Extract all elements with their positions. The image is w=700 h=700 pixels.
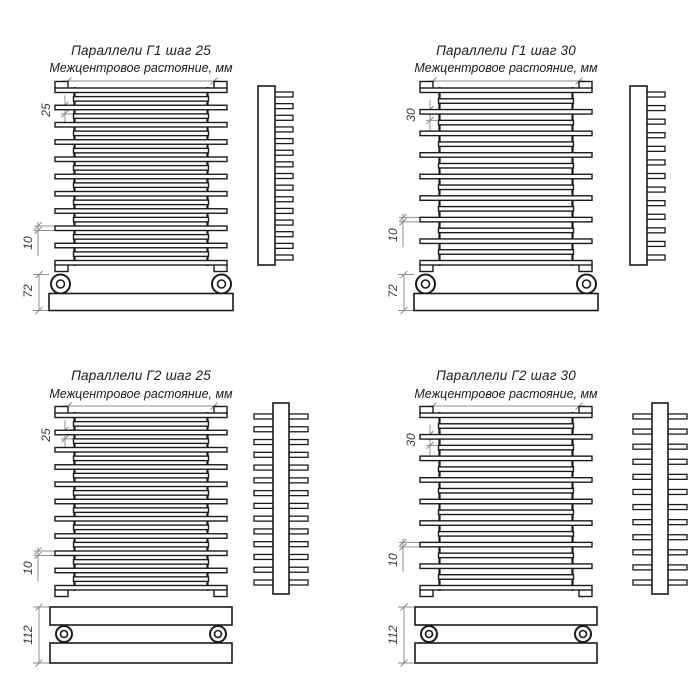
dim-label-pitch: 30 <box>404 433 418 447</box>
side-view <box>632 402 688 595</box>
front-view <box>54 80 228 273</box>
base-view <box>414 606 598 664</box>
side-view <box>629 85 666 266</box>
front-view <box>419 80 593 273</box>
dim-label-base: 72 <box>21 284 35 298</box>
base-view <box>48 273 234 312</box>
dim-label-tube: 10 <box>21 561 35 575</box>
diagram-title: Параллели Г1 шаг 30 <box>436 43 576 58</box>
dim-label-pitch: 25 <box>39 103 53 117</box>
dim-label-tube: 10 <box>386 553 400 567</box>
diagram-title: Параллели Г2 шаг 30 <box>436 368 576 383</box>
side-view <box>257 85 294 266</box>
diagram-group-4 <box>398 402 688 667</box>
diagram-subtitle: Межцентровое растояние, мм <box>414 387 598 401</box>
base-view <box>49 606 233 664</box>
dim-label-tube: 10 <box>386 228 400 242</box>
base-view <box>413 273 599 312</box>
diagram-subtitle: Межцентровое растояние, мм <box>49 61 233 75</box>
front-view <box>54 405 228 598</box>
diagram-subtitle: Межцентровое растояние, мм <box>49 387 233 401</box>
front-view <box>419 405 593 598</box>
diagram-group-1 <box>33 77 294 315</box>
side-view <box>253 402 309 595</box>
dim-label-base: 72 <box>386 284 400 298</box>
diagram-group-3 <box>33 402 309 667</box>
dim-label-tube: 10 <box>21 236 35 250</box>
dim-label-base: 112 <box>21 625 35 645</box>
dim-label-base: 112 <box>386 625 400 645</box>
dim-label-pitch: 30 <box>404 108 418 122</box>
diagram-group-2 <box>398 77 666 315</box>
diagram-subtitle: Межцентровое растояние, мм <box>414 61 598 75</box>
dim-label-pitch: 25 <box>39 428 53 442</box>
diagram-title: Параллели Г1 шаг 25 <box>71 43 211 58</box>
diagram-title: Параллели Г2 шаг 25 <box>71 368 211 383</box>
